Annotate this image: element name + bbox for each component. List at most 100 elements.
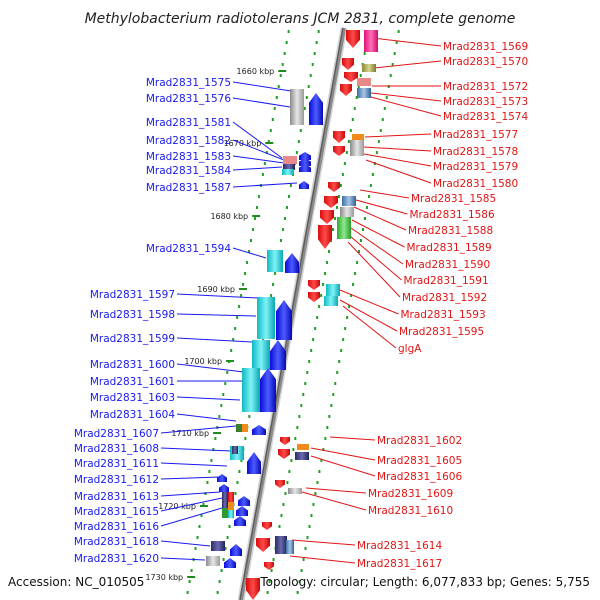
reverse-gene-arrow xyxy=(246,578,260,600)
track-dot xyxy=(320,459,323,462)
track-dot xyxy=(287,195,290,198)
track-dot xyxy=(324,437,327,440)
track-dot xyxy=(277,85,280,88)
track-dot xyxy=(244,272,247,275)
kbp-label: 1710 kbp xyxy=(171,429,209,438)
track-dot xyxy=(334,382,337,385)
forward-gene-arrow xyxy=(230,544,242,556)
gene-block xyxy=(206,556,220,566)
left-gene-label: Mrad2831_1587 xyxy=(146,182,231,194)
track-dot xyxy=(234,492,237,495)
gene-block xyxy=(352,134,364,140)
left-label-connector xyxy=(176,337,253,343)
track-dot xyxy=(294,437,297,440)
track-dot xyxy=(352,283,355,286)
right-gene-label: Mrad2831_1588 xyxy=(408,225,493,237)
reverse-gene-arrow xyxy=(333,131,345,143)
left-gene-label: Mrad2831_1618 xyxy=(74,536,159,548)
gene-block xyxy=(242,368,260,412)
forward-gene-arrow xyxy=(276,300,292,340)
track-dot xyxy=(251,228,254,231)
left-gene-label: Mrad2831_1601 xyxy=(90,376,175,388)
track-dot xyxy=(313,52,316,55)
track-dot xyxy=(339,184,342,187)
track-dot xyxy=(314,492,317,495)
track-dot xyxy=(224,382,227,385)
kbp-label: 1680 kbp xyxy=(210,212,248,221)
right-gene-label: Mrad2831_1592 xyxy=(402,292,487,304)
reverse-gene-arrow xyxy=(346,30,360,48)
forward-gene-arrow xyxy=(260,368,276,412)
track-dot xyxy=(326,426,329,429)
track-dot xyxy=(353,107,356,110)
track-dot xyxy=(316,316,319,319)
track-dot xyxy=(289,184,292,187)
track-dot xyxy=(281,228,284,231)
track-dot xyxy=(285,41,288,44)
track-dot xyxy=(274,272,277,275)
track-dot xyxy=(298,580,301,583)
track-dot xyxy=(379,129,382,132)
track-dot xyxy=(306,536,309,539)
track-dot xyxy=(218,580,221,583)
right-label-connector xyxy=(310,455,376,477)
track-dot xyxy=(357,85,360,88)
track-dot xyxy=(354,272,357,275)
track-dot xyxy=(300,404,303,407)
right-label-connector xyxy=(339,299,398,332)
track-dot xyxy=(383,107,386,110)
track-dot xyxy=(298,415,301,418)
track-dot xyxy=(344,327,347,330)
left-label-connector xyxy=(232,121,283,159)
forward-gene-arrow xyxy=(270,340,286,370)
track-dot xyxy=(287,30,290,33)
track-dot xyxy=(328,415,331,418)
right-gene-label: Mrad2831_1574 xyxy=(443,111,528,123)
right-gene-label: glgA xyxy=(398,343,422,355)
track-dot xyxy=(369,184,372,187)
gene-block xyxy=(362,64,376,72)
left-gene-label: Mrad2831_1620 xyxy=(74,553,159,565)
left-gene-labels: Mrad2831_1575 Mrad2831_1576 Mrad2831_1581 M… xyxy=(74,77,231,565)
track-dot xyxy=(267,140,270,143)
track-dot xyxy=(358,250,361,253)
gene-block xyxy=(297,444,309,450)
track-dot xyxy=(371,173,374,176)
track-dot xyxy=(308,360,311,363)
right-gene-label: Mrad2831_1605 xyxy=(377,455,462,467)
track-dot xyxy=(218,415,221,418)
right-label-connector xyxy=(370,96,442,117)
track-dot xyxy=(365,206,368,209)
track-dot xyxy=(194,547,197,550)
track-dot xyxy=(279,74,282,77)
left-gene-label: Mrad2831_1584 xyxy=(146,165,231,177)
track-dot xyxy=(285,206,288,209)
track-dot xyxy=(324,272,327,275)
gene-block xyxy=(357,88,371,98)
left-gene-label: Mrad2831_1604 xyxy=(90,409,175,421)
right-gene-labels: Mrad2831_1569 Mrad2831_1570 Mrad2831_1572 M… xyxy=(357,41,528,570)
track-dot xyxy=(296,591,299,594)
track-dot xyxy=(240,294,243,297)
track-dot xyxy=(350,294,353,297)
track-dot xyxy=(322,448,325,451)
track-dot xyxy=(212,448,215,451)
gene-block xyxy=(222,492,228,508)
right-gene-label: Mrad2831_1570 xyxy=(443,56,528,68)
track-dot xyxy=(284,492,287,495)
left-label-connector xyxy=(176,363,245,373)
gene-block xyxy=(211,541,225,551)
track-dot xyxy=(214,437,217,440)
track-dot xyxy=(335,206,338,209)
reverse-gene-arrow xyxy=(318,225,332,249)
right-gene-label: Mrad2831_1589 xyxy=(407,242,492,254)
track-dot xyxy=(226,371,229,374)
track-dot xyxy=(318,305,321,308)
kbp-label: 1720 kbp xyxy=(158,502,196,511)
kbp-label: 1730 kbp xyxy=(145,573,183,582)
track-dot xyxy=(314,327,317,330)
gene-block xyxy=(228,492,234,502)
right-label-connector xyxy=(371,37,442,47)
forward-gene-arrow xyxy=(299,158,311,166)
left-gene-label: Mrad2831_1594 xyxy=(146,243,231,255)
